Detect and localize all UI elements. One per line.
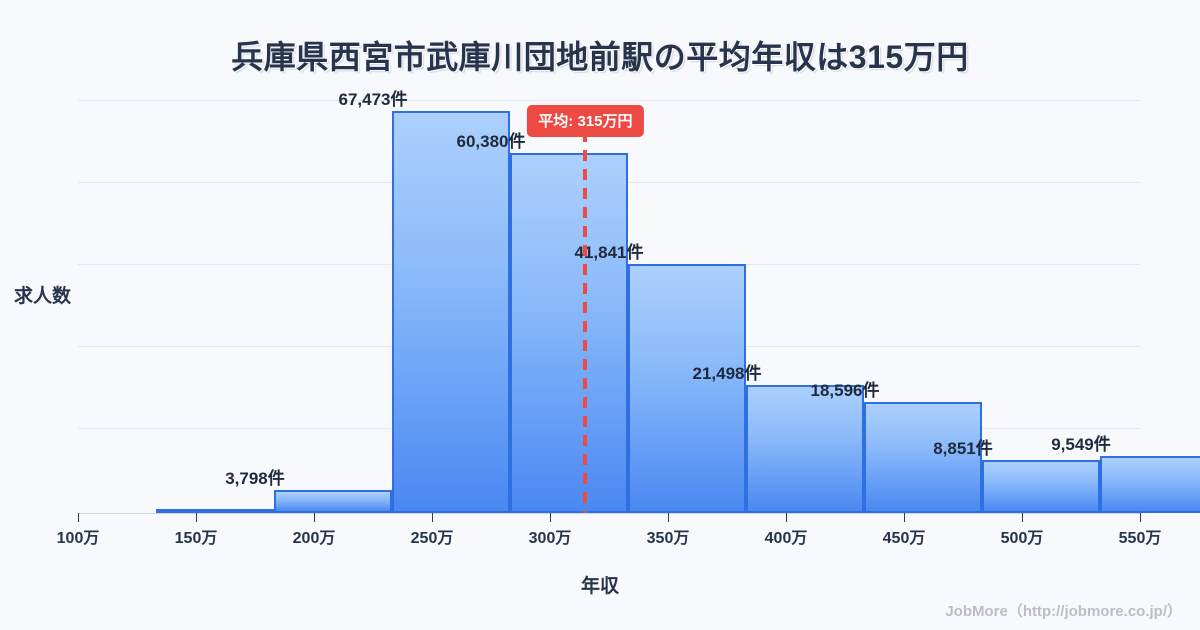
x-axis-tick-label: 250万 [410,530,454,547]
gridline [78,100,1140,101]
bar[interactable] [510,153,628,513]
x-axis-tick [1022,513,1023,522]
x-axis-title: 年収 [580,576,619,597]
page-title: 兵庫県西宮市武庫川団地前駅の平均年収は315万円 [231,39,969,75]
bar-value-label: 8,851件 [933,439,993,459]
x-axis-tick-label: 400万 [764,530,808,547]
average-line [583,131,588,513]
x-axis-tick-label: 500万 [1000,530,1044,547]
x-axis-tick [196,513,197,522]
x-axis-tick-label: 550万 [1118,530,1162,547]
x-axis-tick-label: 150万 [174,530,218,547]
watermark-attribution: JobMore（http://jobmore.co.jp/） [945,603,1182,620]
bar-value-label: 3,798件 [225,469,285,489]
y-axis-title: 求人数 [14,286,72,307]
bar[interactable] [156,509,274,513]
bar-value-label: 21,498件 [692,363,762,383]
bar[interactable] [864,402,982,513]
bar-value-label: 18,596件 [810,381,880,401]
plot-area [78,96,1200,513]
bar[interactable] [746,384,864,513]
x-axis-tick-label: 300万 [528,530,572,547]
x-axis-tick-label: 100万 [56,530,100,547]
bar-value-label: 41,841件 [574,242,644,262]
bar[interactable] [982,460,1100,513]
x-axis-tick-label: 200万 [292,530,336,547]
x-axis-tick [1140,513,1141,522]
average-badge: 平均: 315万円 [527,105,644,137]
bar-value-label: 60,380件 [456,132,526,152]
x-axis-tick [904,513,905,522]
bar[interactable] [1100,456,1200,513]
bar-value-label: 67,473件 [338,90,408,110]
bar[interactable] [628,263,746,513]
x-axis-tick-label: 350万 [646,530,690,547]
x-axis-tick [432,513,433,522]
x-axis-baseline [78,513,1140,514]
x-axis-tick [786,513,787,522]
x-axis-tick [668,513,669,522]
x-axis-tick [550,513,551,522]
x-axis-tick [78,513,79,522]
x-axis-tick-label: 450万 [882,530,926,547]
bar-value-label: 9,549件 [1051,435,1111,455]
bar[interactable] [392,111,510,513]
x-axis-tick [314,513,315,522]
bar[interactable] [274,490,392,513]
